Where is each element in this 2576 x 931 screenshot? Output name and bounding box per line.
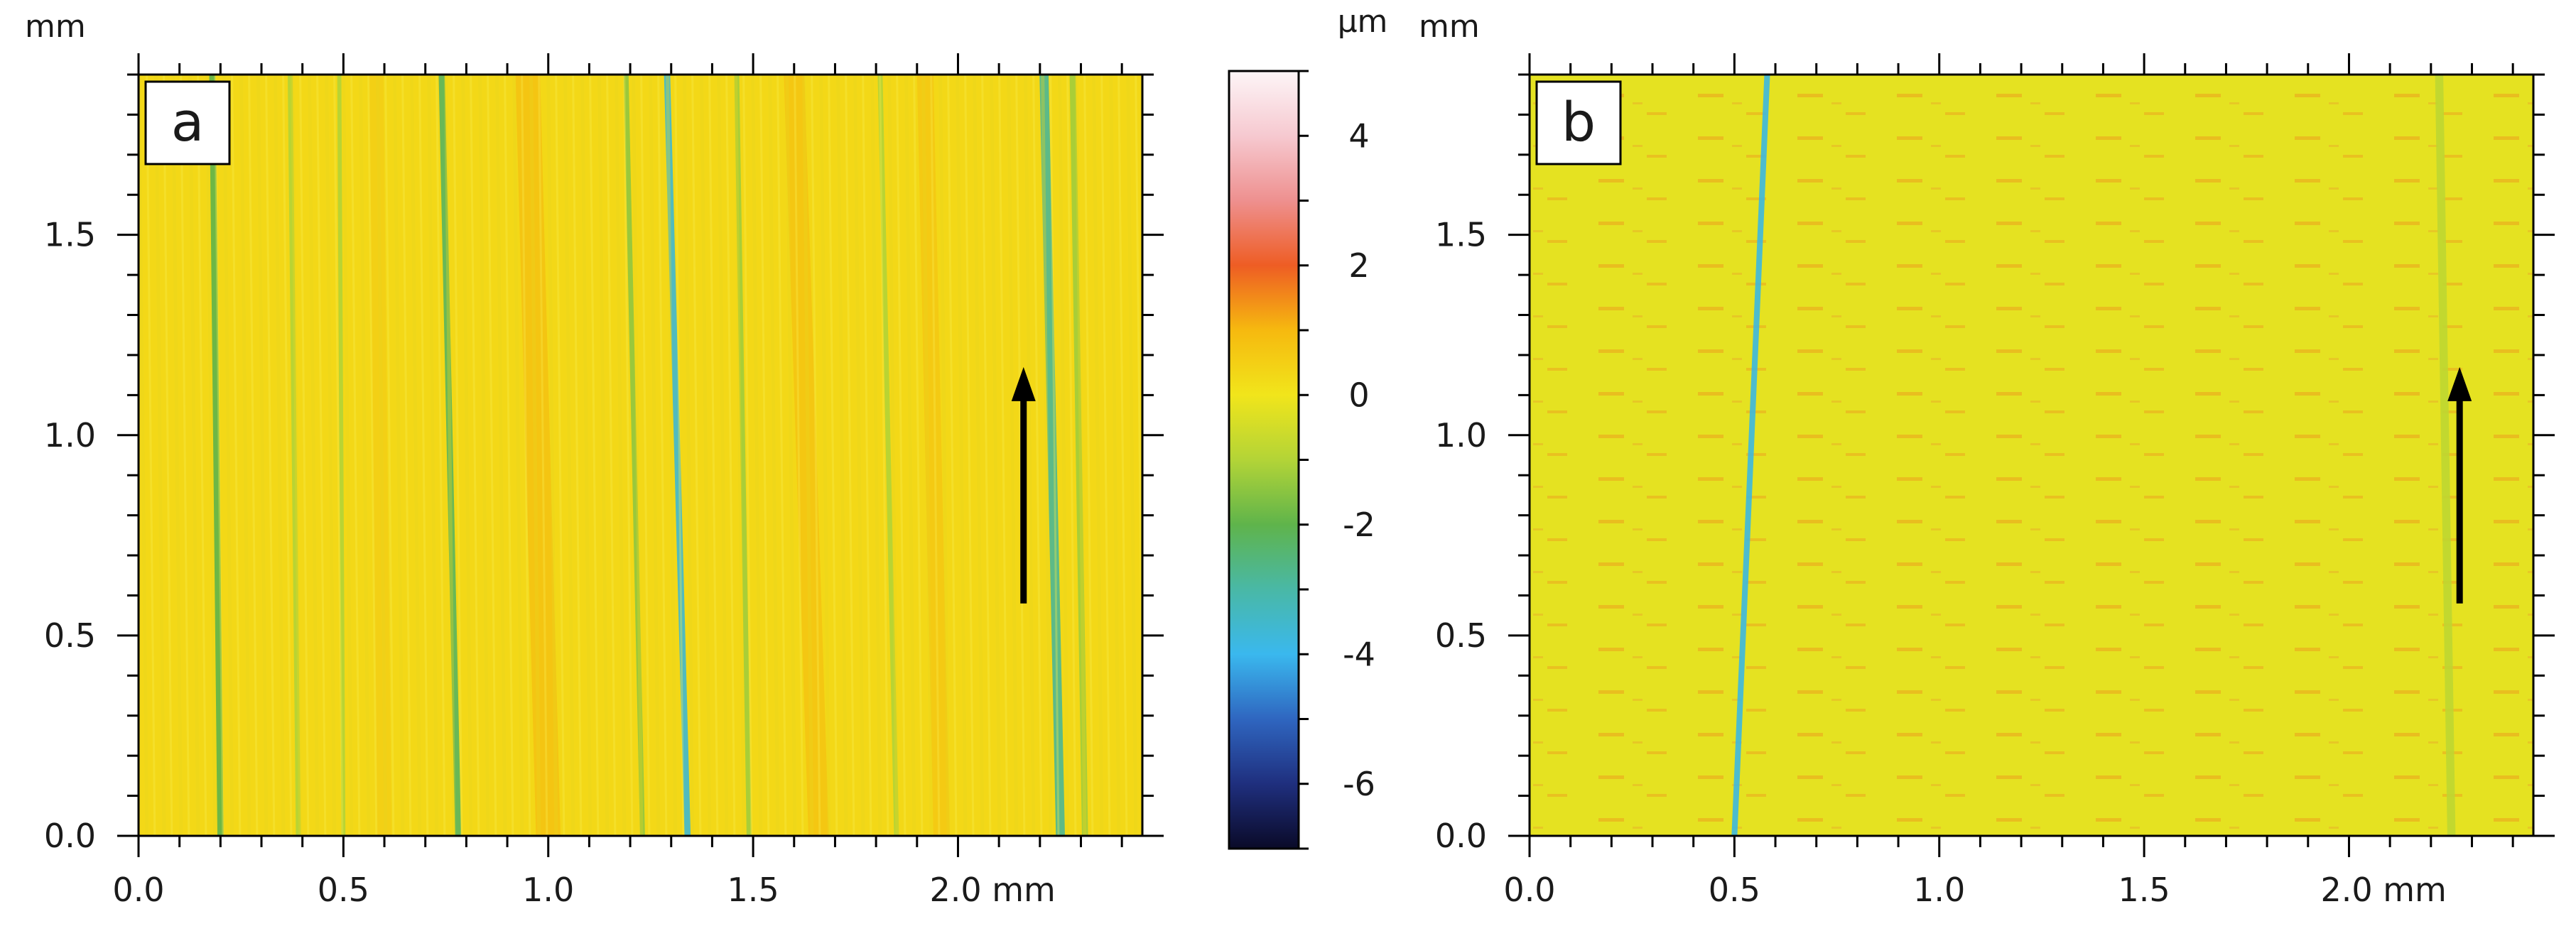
y-tick-label: 1.0 xyxy=(1435,416,1487,454)
x-tick-label: 0.0 xyxy=(112,871,164,909)
surface-groove xyxy=(1731,74,1770,837)
panel-a-ticks: 0.0 0.5 1.0 1.5 2.0 mm 0.0 0.5 1.0 1.5 xyxy=(44,53,1164,909)
panel-a-streak-texture xyxy=(139,75,1142,836)
colorbar-tick-label: 0 xyxy=(1348,376,1369,414)
x-tick-label: 2.0 mm xyxy=(929,871,1055,909)
panel-a-tag-box xyxy=(144,80,231,165)
x-tick-label: 0.0 xyxy=(1503,871,1555,909)
panel-a-frame xyxy=(137,73,1144,837)
x-tick-label: 0.5 xyxy=(318,871,369,909)
colorbar-ticks: 4 2 0 -2 -4 -6 xyxy=(1299,70,1375,850)
x-tick-label: 1.0 xyxy=(1913,871,1965,909)
x-tick-label: 1.5 xyxy=(2118,871,2170,909)
colorbar-tick-label: -6 xyxy=(1343,765,1375,803)
x-tick-label: 0.5 xyxy=(1709,871,1760,909)
colorbar-tick-label: 4 xyxy=(1348,116,1369,155)
colorbar-gradient xyxy=(1228,70,1300,850)
panel-b-tag-box xyxy=(1535,80,1622,165)
panel-a-direction-arrow xyxy=(1011,366,1036,604)
colorbar: 4 2 0 -2 -4 -6 µm xyxy=(1228,4,1388,850)
y-tick-label: 1.0 xyxy=(44,416,96,454)
panel-b-frame xyxy=(1528,73,2535,837)
panel-b-features xyxy=(1731,74,2456,837)
panel-a-y-unit: mm xyxy=(25,9,86,45)
panel-b-direction-arrow xyxy=(2447,366,2472,604)
y-tick-label: 0.5 xyxy=(1435,616,1487,655)
panel-b-tag: b xyxy=(1562,90,1596,153)
x-tick-label: 2.0 mm xyxy=(2320,871,2446,909)
panel-b-y-unit: mm xyxy=(1419,9,1480,45)
y-tick-label: 0.0 xyxy=(1435,817,1487,855)
panel-a: 0.0 0.5 1.0 1.5 2.0 mm 0.0 0.5 1.0 1.5 a mm xyxy=(25,9,1164,909)
colorbar-tick-label: -4 xyxy=(1343,635,1375,673)
y-tick-label: 0.5 xyxy=(44,616,96,655)
y-tick-label: 0.0 xyxy=(44,817,96,855)
colorbar-unit: µm xyxy=(1338,4,1388,40)
panel-a-tag: a xyxy=(171,90,205,153)
x-tick-label: 1.0 xyxy=(522,871,574,909)
arrow-head xyxy=(2447,366,2472,401)
surface-groove xyxy=(2435,74,2456,837)
y-tick-label: 1.5 xyxy=(1435,216,1487,254)
panel-b-speck-texture xyxy=(1530,75,2533,836)
y-tick-label: 1.5 xyxy=(44,216,96,254)
arrow-head xyxy=(1011,366,1036,401)
panel-b-ticks: 0.0 0.5 1.0 1.5 2.0 mm 0.0 0.5 1.0 1.5 xyxy=(1435,53,2555,909)
colorbar-tick-label: -2 xyxy=(1343,506,1375,544)
colorbar-tick-label: 2 xyxy=(1348,246,1369,285)
panel-b: 0.0 0.5 1.0 1.5 2.0 mm 0.0 0.5 1.0 1.5 b mm xyxy=(1419,9,2555,909)
x-tick-label: 1.5 xyxy=(727,871,779,909)
